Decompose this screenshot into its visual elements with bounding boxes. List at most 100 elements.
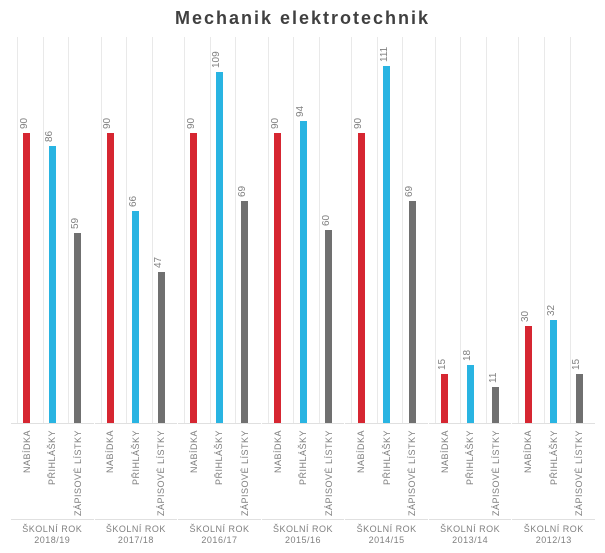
bar: 90 xyxy=(23,133,30,422)
category-label: NABÍDKA xyxy=(440,430,450,473)
gridline xyxy=(68,37,69,423)
chart-container: Mechanik elektrotechnik 908659NABÍDKAPŘI… xyxy=(0,0,605,553)
category-label: NABÍDKA xyxy=(22,430,32,473)
gridline xyxy=(43,37,44,423)
group-label-line2: 2012/13 xyxy=(512,535,595,547)
bar: 90 xyxy=(107,133,114,422)
bar-value: 18 xyxy=(462,350,473,361)
group-label-line1: ŠKOLNÍ ROK xyxy=(262,524,345,536)
category-label-cell: PŘIHLÁŠKY xyxy=(40,426,66,519)
bars-row: 90 94 60 xyxy=(262,37,345,423)
gridline xyxy=(17,37,18,423)
group: 906647NABÍDKAPŘIHLÁŠKYZÁPISOVÉ LÍSTKYŠKO… xyxy=(94,37,178,549)
category-label-cell: NABÍDKA xyxy=(432,426,458,519)
bar: 90 xyxy=(274,133,281,422)
category-label-cell: NABÍDKA xyxy=(515,426,541,519)
category-label: NABÍDKA xyxy=(189,430,199,473)
gridline xyxy=(460,37,461,423)
gridline xyxy=(101,37,102,423)
category-label-cell: ZÁPISOVÉ LÍSTKY xyxy=(149,426,175,519)
category-labels-row: NABÍDKAPŘIHLÁŠKYZÁPISOVÉ LÍSTKY xyxy=(95,423,178,519)
bar: 60 xyxy=(325,230,332,423)
category-label: ZÁPISOVÉ LÍSTKY xyxy=(240,430,250,516)
bar-value: 11 xyxy=(488,373,499,383)
group-label-line1: ŠKOLNÍ ROK xyxy=(512,524,595,536)
group-label: ŠKOLNÍ ROK2017/18 xyxy=(95,519,178,549)
bar: 47 xyxy=(158,272,165,423)
bar: 66 xyxy=(132,211,139,423)
category-label-cell: ZÁPISOVÉ LÍSTKY xyxy=(316,426,342,519)
gridline xyxy=(486,37,487,423)
category-label: NABÍDKA xyxy=(273,430,283,473)
bar: 11 xyxy=(492,387,499,422)
bars-row: 906647 xyxy=(95,37,178,423)
group-label: ŠKOLNÍ ROK2013/14 xyxy=(429,519,512,549)
group-label-line2: 2016/17 xyxy=(178,535,261,547)
bars-row: 303215 xyxy=(512,37,595,423)
bar: 32 xyxy=(550,320,557,423)
bar-value: 60 xyxy=(321,215,332,226)
bar: 15 xyxy=(441,374,448,422)
bar: 15 xyxy=(576,374,583,422)
group-label: ŠKOLNÍ ROK2016/17 xyxy=(178,519,261,549)
category-labels-row: NABÍDKAPŘIHLÁŠKYZÁPISOVÉ LÍSTKY xyxy=(429,423,512,519)
group-label: ŠKOLNÍ ROK2018/19 xyxy=(11,519,94,549)
bar: 30 xyxy=(525,326,532,422)
bar-value: 30 xyxy=(520,311,531,322)
bar-cell: 109 xyxy=(207,37,233,423)
bar-value: 90 xyxy=(186,118,197,129)
group-label-line2: 2018/19 xyxy=(11,535,94,547)
category-labels-row: NABÍDKAPŘIHLÁŠKYZÁPISOVÉ LÍSTKY xyxy=(512,423,595,519)
bar-value: 59 xyxy=(70,218,81,229)
bar-value: 90 xyxy=(353,118,364,129)
group: 9086 59 NABÍDKA PŘIHLÁŠKYZÁPISOVÉ LÍSTKYŠKO… xyxy=(10,37,94,549)
bar-cell: 90 xyxy=(181,37,207,423)
group-label: ŠKOLNÍ ROK2014/15 xyxy=(345,519,428,549)
group-label-line2: 2014/15 xyxy=(345,535,428,547)
category-label: PŘIHLÁŠKY xyxy=(382,430,392,485)
category-label: ZÁPISOVÉ LÍSTKY xyxy=(407,430,417,516)
bar: 90 xyxy=(358,133,365,422)
gridline xyxy=(351,37,352,423)
bar: 86 xyxy=(49,146,56,422)
bar-cell: 32 xyxy=(541,37,567,423)
bar-cell: 11 xyxy=(483,37,509,423)
gridline xyxy=(126,37,127,423)
group-label-line1: ŠKOLNÍ ROK xyxy=(345,524,428,536)
bar-value: 94 xyxy=(295,105,306,116)
category-label-cell: ZÁPISOVÉ LÍSTKY xyxy=(65,426,91,519)
category-label: ZÁPISOVÉ LÍSTKY xyxy=(574,430,584,516)
bar: 69 xyxy=(409,201,416,423)
group: 909460NABÍDKAPŘIHLÁŠKYZÁPISOVÉ LÍSTKYŠKO… xyxy=(261,37,345,549)
category-label-cell: NABÍDKA xyxy=(181,426,207,519)
gridline xyxy=(377,37,378,423)
gridline xyxy=(544,37,545,423)
bar-cell: 66 xyxy=(123,37,149,423)
bar-cell: 47 xyxy=(149,37,175,423)
category-label-cell: NABÍDKA xyxy=(14,426,40,519)
group: 9011169NABÍDKAPŘIHLÁŠKYZÁPISOVÉ LÍSTKYŠK… xyxy=(344,37,428,549)
gridline xyxy=(402,37,403,423)
chart-title: Mechanik elektrotechnik xyxy=(4,8,601,29)
group-label: ŠKOLNÍ ROK2015/16 xyxy=(262,519,345,549)
group-label-line2: 2015/16 xyxy=(262,535,345,547)
bar-cell: 94 xyxy=(290,37,316,423)
bar-cell: 30 xyxy=(515,37,541,423)
category-label-cell: ZÁPISOVÉ LÍSTKY xyxy=(399,426,425,519)
group-label-line1: ŠKOLNÍ ROK xyxy=(178,524,261,536)
bar-cell: 90 xyxy=(265,37,291,423)
bar-cell: 69 xyxy=(399,37,425,423)
bar-cell: 60 xyxy=(316,37,342,423)
gridline xyxy=(518,37,519,423)
bar-cell: 15 xyxy=(567,37,593,423)
group: 151811NABÍDKAPŘIHLÁŠKYZÁPISOVÉ LÍSTKYŠKO… xyxy=(428,37,512,549)
gridline xyxy=(293,37,294,423)
bar-value: 109 xyxy=(211,52,222,69)
category-label-cell: NABÍDKA xyxy=(348,426,374,519)
bar-value: 90 xyxy=(102,118,113,129)
category-label: PŘIHLÁŠKY xyxy=(131,430,141,485)
bar-value: 69 xyxy=(237,186,248,197)
bar-cell: 15 xyxy=(432,37,458,423)
bar-cell: 90 xyxy=(98,37,124,423)
bars-row: 15 18 11 xyxy=(429,37,512,423)
